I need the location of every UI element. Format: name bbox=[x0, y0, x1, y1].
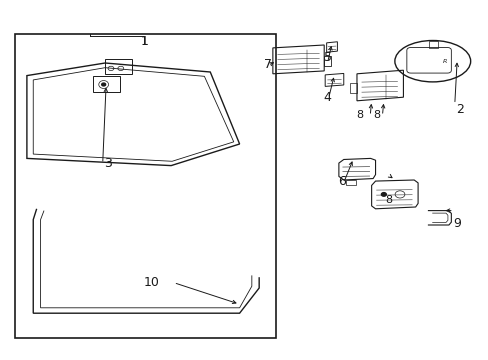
Bar bbox=[93, 76, 120, 92]
Text: 6: 6 bbox=[338, 175, 346, 188]
Bar bbox=[428, 41, 437, 48]
Bar bbox=[324, 56, 330, 66]
Text: 8: 8 bbox=[355, 110, 362, 120]
Text: 5: 5 bbox=[323, 51, 331, 64]
Text: R: R bbox=[442, 59, 446, 64]
Text: 10: 10 bbox=[143, 276, 159, 289]
Text: 7: 7 bbox=[264, 58, 271, 71]
Text: 8: 8 bbox=[385, 195, 391, 205]
Bar bbox=[349, 83, 356, 93]
Bar bbox=[346, 180, 355, 185]
Text: 9: 9 bbox=[452, 217, 460, 230]
Text: 2: 2 bbox=[455, 103, 463, 116]
Bar bbox=[105, 59, 132, 74]
Text: 1: 1 bbox=[140, 35, 148, 48]
Circle shape bbox=[381, 193, 386, 196]
Text: 3: 3 bbox=[103, 157, 111, 170]
Text: 8: 8 bbox=[372, 110, 379, 120]
Circle shape bbox=[102, 83, 105, 86]
Text: 4: 4 bbox=[323, 91, 331, 104]
Bar bbox=[15, 34, 276, 338]
